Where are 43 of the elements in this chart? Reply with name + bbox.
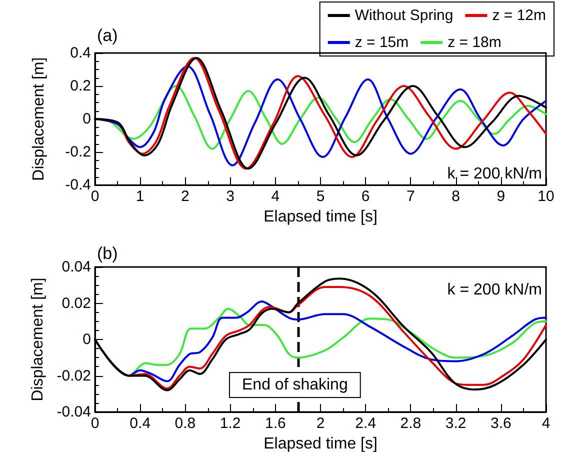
y-tick-label: 0.04 [62,258,91,276]
y-tick-label: -0.04 [56,404,91,420]
x-tick-label: 3.6 [490,415,512,432]
legend-label: Without Spring [354,7,454,24]
y-axis-title: Displacement [m] [29,278,46,402]
x-tick-label: 0.4 [130,415,151,432]
x-tick-label: 5 [316,188,325,206]
x-tick-label: 4 [271,188,280,206]
chart-title: (a) [97,26,118,45]
x-tick-label: 3.2 [445,415,466,432]
y-tick-label: 0 [82,110,91,128]
y-tick-label: 0.02 [62,294,91,312]
x-tick-label: 1 [136,188,144,206]
x-tick-label: 2.4 [355,415,376,432]
x-tick-label: 10 [538,188,554,206]
x-tick-label: 1.6 [264,415,286,432]
y-tick-label: 0 [82,331,91,348]
annotation: End of shaking [242,376,348,394]
y-tick-label: 0.4 [70,44,91,62]
x-tick-label: 4 [542,415,550,432]
y-axis-title: Displacement [m] [30,57,48,181]
x-tick-label: 6 [361,188,370,206]
legend-label: z = 12m [492,7,546,24]
x-tick-label: 3 [226,188,234,206]
legend-label: z = 15m [354,34,409,51]
chart-title: (b) [97,244,118,263]
annotation: k = 200 kN/m [447,282,542,298]
x-tick-label: 8 [452,188,460,206]
x-tick-label: 0.8 [174,415,196,432]
x-tick-label: 7 [406,188,415,206]
y-tick-label: -0.2 [65,144,91,161]
x-tick-label: 2 [181,188,190,206]
x-axis-title: Elapsed time [s] [264,208,378,226]
y-tick-label: -0.4 [65,176,91,194]
x-tick-label: 2.8 [400,415,422,432]
y-tick-label: -0.02 [56,367,91,384]
annotation: k = 200 kN/m [447,166,542,182]
x-tick-label: 2 [316,415,325,432]
x-tick-label: 1.2 [220,415,241,432]
x-axis-title: Elapsed time [s] [264,435,378,452]
x-tick-label: 9 [496,188,506,206]
y-tick-label: 0.2 [70,78,91,95]
legend-label: z = 18m [448,34,502,51]
